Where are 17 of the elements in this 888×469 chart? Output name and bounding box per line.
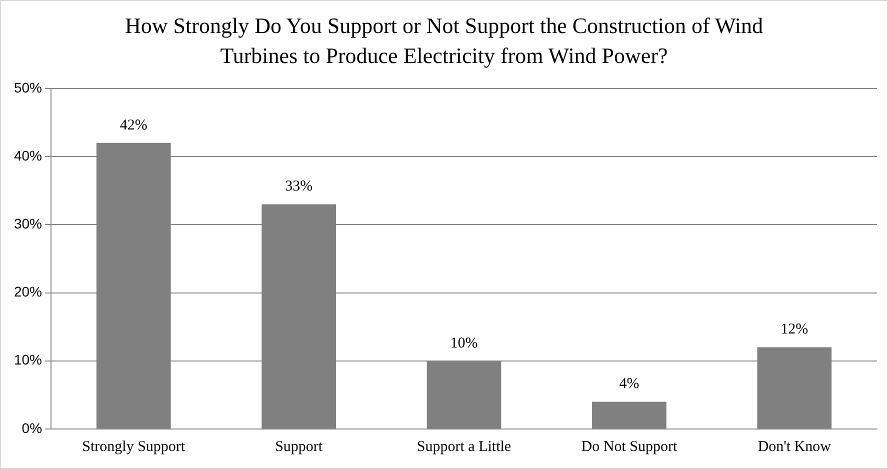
y-tick-label: 40% [14, 147, 42, 164]
y-tick-label: 30% [14, 216, 42, 232]
x-tick-label: Strongly Support [82, 438, 186, 455]
x-tick-label: Don't Know [758, 438, 832, 455]
chart-title: How Strongly Do You Support or Not Support the Construction of Wind Turbines to Produce Electricity from Wind Power? [124, 12, 764, 70]
data-label: 10% [450, 335, 478, 352]
y-tick-label: 50% [14, 79, 42, 96]
data-label: 4% [619, 376, 640, 392]
y-tick-label: 20% [14, 284, 42, 300]
data-label: 12% [780, 322, 808, 338]
x-tick-label: Support a Little [416, 438, 512, 455]
x-tick-label: Do Not Support [581, 438, 678, 455]
data-label: 33% [285, 178, 313, 195]
y-tick-label: 10% [14, 352, 42, 368]
data-label: 42% [120, 117, 148, 134]
x-tick-label: Support [275, 438, 324, 455]
y-tick-label: 0% [22, 420, 42, 436]
